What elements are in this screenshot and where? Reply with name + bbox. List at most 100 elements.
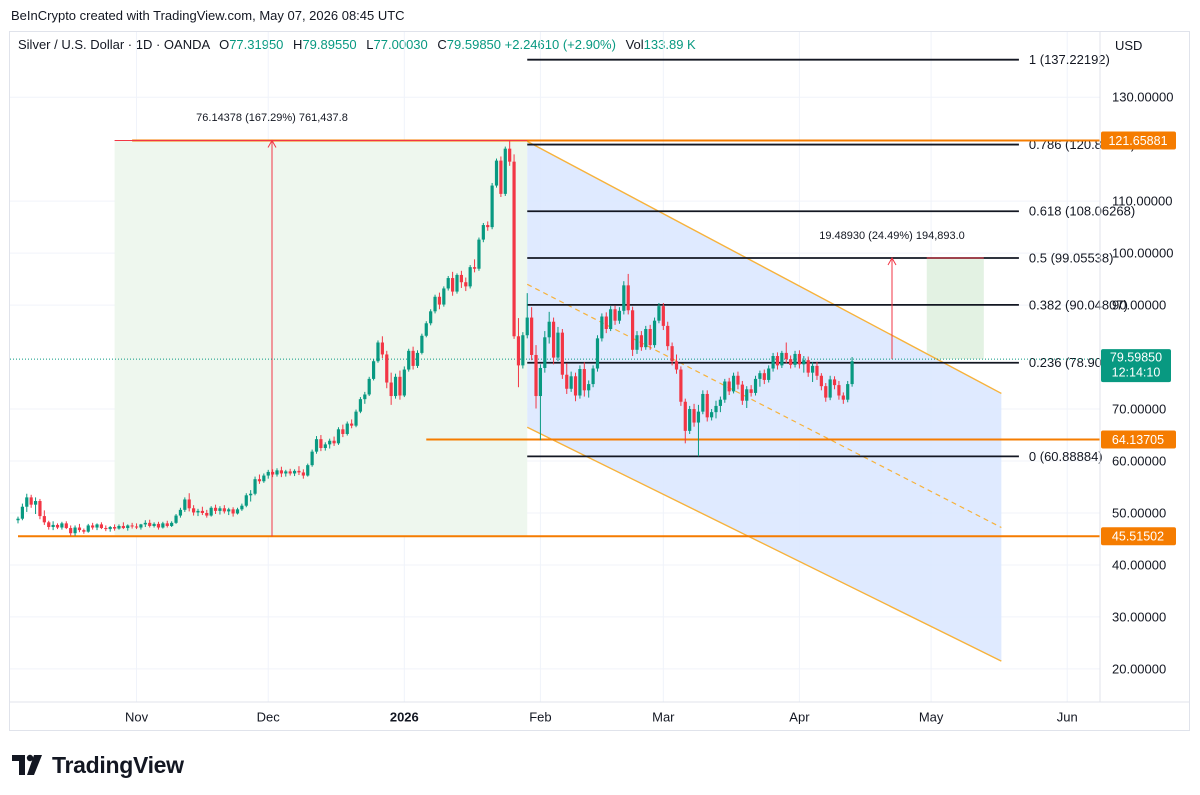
fib-level-label: 1 (137.22192) <box>1029 52 1110 67</box>
price-axis-tick-label: 30.00000 <box>1112 609 1166 624</box>
candle-body <box>543 337 547 368</box>
time-axis-tick-label: Mar <box>652 709 675 724</box>
candle-body <box>837 385 841 396</box>
candle-body <box>301 472 305 476</box>
candle-body <box>244 495 248 506</box>
candle-body <box>376 342 380 362</box>
currency-label[interactable]: USD <box>1115 38 1143 53</box>
candle-body <box>736 375 740 385</box>
fib-level-label: 0.5 (99.05538) <box>1029 250 1114 265</box>
candle-body <box>714 405 718 413</box>
candle-body <box>477 239 481 269</box>
candle-body <box>688 409 692 431</box>
symbol-title[interactable]: Silver / U.S. Dollar · 1D · OANDA <box>18 37 210 52</box>
candle-body <box>363 394 367 400</box>
range-measure-label-rally: 76.14378 (167.29%) 761,437.8 <box>196 112 348 124</box>
candle-body <box>683 401 687 431</box>
candle-body <box>371 361 376 379</box>
candle-body <box>815 365 819 376</box>
candle-body <box>753 378 758 393</box>
candle-body <box>472 267 477 269</box>
channel-upper-line <box>526 140 1002 395</box>
candle-body <box>196 510 200 513</box>
candle-body <box>433 296 437 312</box>
candle-body <box>385 354 389 383</box>
candle-body <box>275 470 279 475</box>
candle-body <box>771 356 775 369</box>
candle-body <box>345 423 349 434</box>
candle-body <box>490 185 494 228</box>
candle-body <box>38 501 42 517</box>
candle-body <box>710 412 714 418</box>
high-label: H <box>293 37 303 52</box>
candle-body <box>121 525 125 529</box>
time-axis-tick-label: Dec <box>257 709 281 724</box>
candle-body <box>810 365 815 373</box>
price-axis-tick-label: 50.00000 <box>1112 505 1166 520</box>
low-value: 77.00030 <box>373 37 428 52</box>
price-axis-tick-label: 60.00000 <box>1112 453 1166 468</box>
volume-value: 133.89 K <box>643 37 696 52</box>
range-measure-label-target: 19.48930 (24.49%) 194,893.0 <box>819 230 965 242</box>
fib-level-label: 0.382 (90.04807) <box>1029 297 1128 312</box>
candle-body <box>731 375 736 392</box>
candle-body <box>51 524 55 528</box>
candle-body <box>464 282 468 287</box>
last-price-tag <box>1101 349 1171 383</box>
candle-body <box>565 374 569 389</box>
candle-body <box>257 479 262 482</box>
candle-body <box>569 376 573 389</box>
candle-body <box>547 321 551 338</box>
time-axis-tick-label: May <box>919 709 944 724</box>
candle-body <box>292 470 297 474</box>
candle-body <box>393 376 398 397</box>
candle-body <box>503 148 507 194</box>
candle-body <box>740 384 744 401</box>
candle-body <box>727 381 731 392</box>
candle-body <box>648 328 652 346</box>
candle-body <box>77 527 82 531</box>
candle-body <box>187 499 191 509</box>
candle-body <box>424 323 428 336</box>
candle-body <box>846 384 850 400</box>
time-axis-tick-label: 2026 <box>390 709 419 724</box>
candle-body <box>657 306 661 321</box>
range-measure-arrowhead-target <box>887 257 897 266</box>
candle-body <box>389 382 393 397</box>
time-axis-tick-label: Apr <box>789 709 810 724</box>
tradingview-logo[interactable]: TradingView <box>12 751 184 779</box>
candle-body <box>253 479 257 494</box>
candle-body <box>705 393 709 418</box>
candle-body <box>609 309 613 329</box>
candle-body <box>332 440 336 444</box>
price-tag <box>1101 430 1176 449</box>
candle-body <box>205 512 209 516</box>
time-axis-tick-label: Feb <box>529 709 551 724</box>
candle-body <box>806 360 810 373</box>
candle-body <box>306 465 310 476</box>
candle-body <box>271 471 275 475</box>
candle-body <box>192 508 196 513</box>
candle-body <box>578 369 582 396</box>
tradingview-logo-icon <box>12 753 46 777</box>
candle-body <box>134 526 139 528</box>
candle-body <box>218 508 222 511</box>
candle-body <box>398 376 402 396</box>
last-price-tag-value: 79.59850 <box>1110 350 1162 364</box>
candle-body <box>341 429 345 434</box>
tradingview-logo-text: TradingView <box>52 751 184 778</box>
open-value: 77.31950 <box>229 37 284 52</box>
candle-body <box>793 353 797 365</box>
candle-body <box>512 161 516 337</box>
candle-body <box>279 470 283 474</box>
candle-body <box>723 381 727 400</box>
candle-body <box>538 367 543 397</box>
candle-body <box>745 389 749 401</box>
candle-body <box>402 369 406 396</box>
ohlc-legend: Silver / U.S. Dollar · 1D · OANDA O77.31… <box>18 37 696 52</box>
candle-body <box>411 350 415 366</box>
candle-body <box>635 335 639 350</box>
chart-credit: BeInCrypto created with TradingView.com,… <box>11 8 405 23</box>
close-value: 79.59850 <box>446 37 502 52</box>
